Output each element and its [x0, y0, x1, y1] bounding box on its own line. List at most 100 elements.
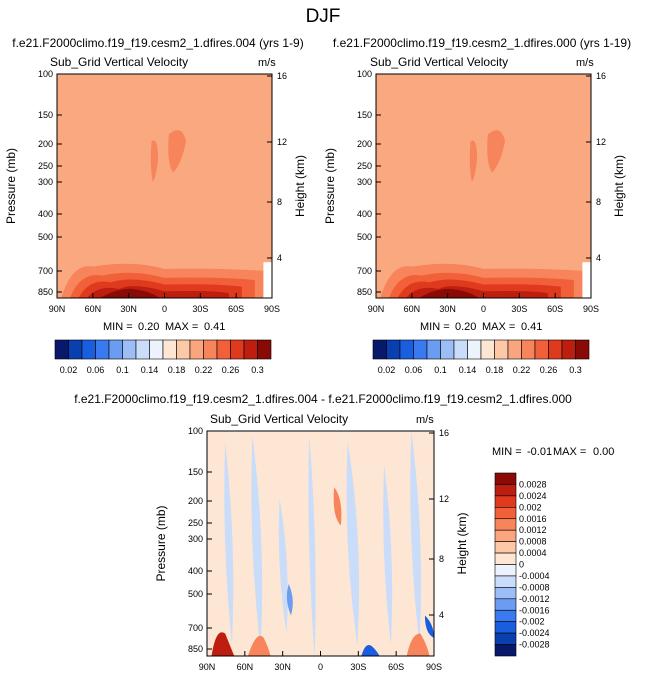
contour-background: [57, 74, 272, 298]
colorbar-swatch: [467, 339, 482, 360]
colorbar-label: 0.14: [459, 365, 477, 375]
colorbar-swatch: [494, 541, 517, 554]
contour-fills: [211, 431, 434, 656]
colorbar-swatch: [480, 339, 495, 360]
min-label: MIN =: [103, 321, 133, 333]
colorbar-swatch: [494, 472, 517, 485]
min-value: 0.20: [455, 321, 476, 333]
colorbar-label: -0.002: [519, 617, 545, 627]
contour-fill: [100, 288, 161, 298]
colorbar-swatch: [494, 609, 517, 622]
contour-fill: [278, 498, 288, 634]
contour-fill: [424, 615, 434, 638]
contour-fill: [286, 584, 293, 616]
variable-label: Sub_Grid Vertical Velocity: [370, 55, 508, 69]
colorbar-swatch: [68, 339, 83, 360]
colorbar-swatch: [521, 339, 536, 360]
x-tick-label: 30S: [511, 304, 527, 314]
x-tick-label: 90S: [583, 304, 599, 314]
y-tick-label: 850: [188, 644, 203, 654]
y-tick-label: 250: [38, 161, 53, 171]
colorbar-label: 0.3: [251, 365, 264, 375]
y-tick-label: 200: [357, 139, 372, 149]
colorbar-label: 0.02: [60, 365, 78, 375]
y-axis-label: Pressure (mb): [4, 148, 18, 224]
colorbar-swatch: [494, 564, 517, 577]
x-tick-label: 30S: [192, 304, 208, 314]
page-title: DJF: [306, 6, 341, 27]
colorbar-label: -0.0004: [519, 571, 550, 581]
contour-fill: [211, 632, 235, 656]
min-max-readout: MIN = -0.01 MAX = 0.00: [492, 446, 614, 458]
colorbar-label: 0: [519, 560, 524, 570]
x-tick-label: 0: [162, 304, 167, 314]
x-tick-label: 30N: [439, 304, 456, 314]
no-data-region: [263, 262, 272, 298]
colorbar-swatch: [548, 339, 563, 360]
colorbar-swatch: [426, 339, 441, 360]
colorbar-label: 0.0016: [519, 514, 547, 524]
contour-plot: [206, 430, 435, 657]
colorbar-swatch: [453, 339, 468, 360]
max-label: MAX =: [165, 321, 198, 333]
y-tick-label: 150: [38, 110, 53, 120]
x-tick-label: 60S: [228, 304, 244, 314]
colorbar-label: 0.0024: [519, 491, 547, 501]
min-label: MIN =: [492, 446, 522, 458]
x-tick-label: 60S: [388, 662, 404, 672]
colorbar-swatch: [257, 339, 272, 360]
contour-fills: [380, 130, 591, 298]
x-tick-label: 60N: [85, 304, 102, 314]
contour-background: [376, 74, 591, 298]
colorbar-swatch: [494, 507, 517, 520]
y-tick-label: 300: [188, 534, 203, 544]
colorbar-swatch: [494, 644, 517, 657]
colorbar-swatch: [494, 587, 517, 600]
contour-fill: [333, 487, 342, 526]
y-tick-label: 100: [357, 69, 372, 79]
colorbar-label: 0.0028: [519, 479, 547, 489]
y-tick-label: 700: [38, 266, 53, 276]
max-value: 0.41: [204, 321, 225, 333]
contour-fills: [61, 130, 272, 298]
panel-title: f.e21.F2000climo.f19_f19.cesm2_1.dfires.…: [74, 392, 572, 406]
y-axis-label: Pressure (mb): [154, 505, 168, 581]
colorbar-swatch: [575, 339, 590, 360]
y-tick-label: 300: [38, 177, 53, 187]
axis-ticks: 90N 60N 30N 0 30S 60S 90S 100 150 200 250 300 400 500…: [188, 426, 449, 672]
contour-background: [207, 431, 434, 656]
colorbar-label: 0.02: [378, 365, 396, 375]
colorbar-label: -0.0012: [519, 594, 550, 604]
panel-difference: f.e21.F2000climo.f19_f19.cesm2_1.dfires.…: [74, 392, 614, 672]
colorbar-label: -0.0016: [519, 605, 550, 615]
y-tick-label: 400: [188, 566, 203, 576]
colorbar-label: 0.1: [434, 365, 447, 375]
colorbar-label: 0.26: [540, 365, 558, 375]
contour-fill: [251, 435, 263, 650]
y-tick-label: 700: [188, 623, 203, 633]
contour-fill: [383, 464, 393, 645]
contour-plot: [56, 73, 273, 299]
colorbar-label: 0.0004: [519, 548, 547, 558]
colorbar-swatch: [386, 339, 401, 360]
colorbar-swatch: [534, 339, 549, 360]
colorbar-swatch: [372, 339, 387, 360]
y-tick-label: 150: [188, 467, 203, 477]
y-tick-label: 700: [357, 266, 372, 276]
contour-fill: [487, 130, 505, 173]
y-tick-label: 200: [188, 496, 203, 506]
colorbar-label: 0.14: [141, 365, 159, 375]
colorbar-swatch: [561, 339, 576, 360]
colorbar-swatch: [243, 339, 258, 360]
colorbar-label: 0.002: [519, 502, 542, 512]
colorbar-label: 0.06: [87, 365, 105, 375]
x-tick-label: 30S: [350, 662, 366, 672]
y2-tick-label: 8: [596, 197, 601, 207]
variable-label: Sub_Grid Vertical Velocity: [50, 55, 188, 69]
colorbar-swatch: [189, 339, 204, 360]
min-max-readout: MIN = 0.20 MAX = 0.41: [420, 321, 542, 333]
colorbar-swatch: [230, 339, 245, 360]
colorbar-swatch: [494, 575, 517, 588]
